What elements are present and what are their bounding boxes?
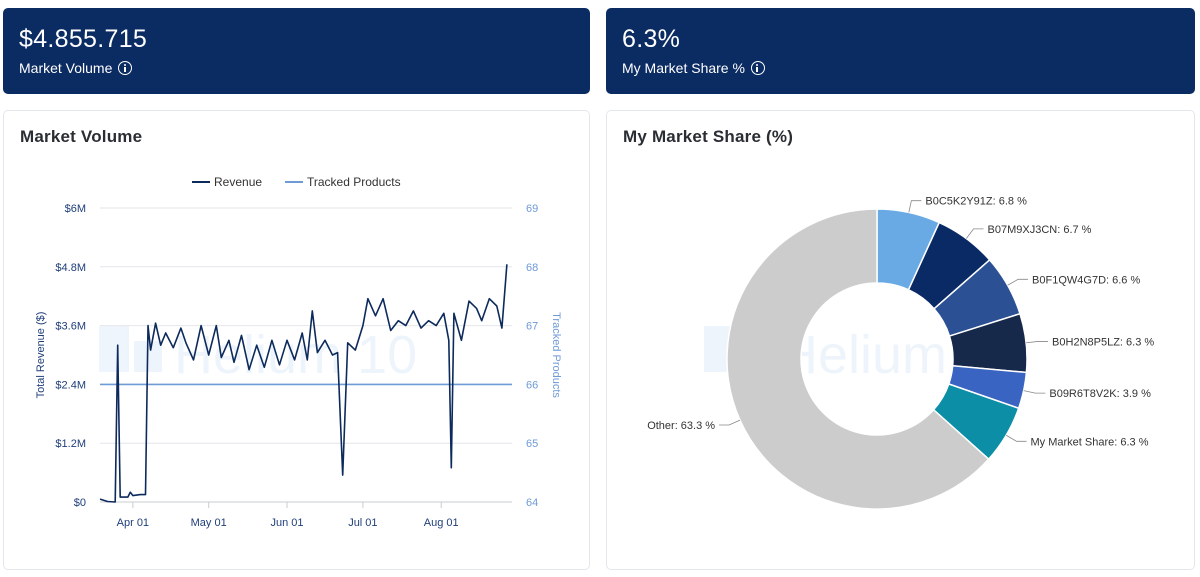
legend: Revenue Tracked Products [192,175,401,189]
watermark-logo-icon [99,326,129,372]
kpi-label: Market Volume [19,60,113,76]
pie-label: B07M9XJ3CN: 6.7 % [988,224,1092,236]
pie-label: Other: 63.3 % [647,420,715,432]
pie-label: B0C5K2Y91Z: 6.8 % [925,196,1027,208]
x-tick-label: May 01 [191,517,227,529]
y-tick-label: $4.8M [55,262,86,274]
market-share-card: My Market Share (%) Helium 10 B0C5K2Y91Z:… [606,110,1195,570]
pie-slice [726,208,990,510]
x-tick-label: Jun 01 [271,517,304,529]
y2-axis-title: Tracked Products [550,312,562,398]
pie-leader-line [1023,390,1046,394]
pie-label: B0H2N8P5LZ: 6.3 % [1052,336,1154,348]
market-volume-card: Market Volume Helium 10 $0 64 $1.2M 65 $2.4M 6… [3,110,590,570]
y-tick-label: $2.4M [55,379,86,391]
y2-tick-label: 67 [526,321,538,333]
pie-leader-line [1005,434,1027,442]
card-title: Market Volume [20,127,143,146]
series-line-revenue [99,264,508,503]
y2-tick-label: 68 [526,262,538,274]
kpi-market-share: 6.3% My Market Share % [606,8,1195,94]
kpi-label-row: My Market Share % [622,60,1179,76]
kpi-label-row: Market Volume [19,60,574,76]
y2-tick-label: 66 [526,379,538,391]
y2-tick-label: 64 [526,497,538,509]
legend-label-tracked-products: Tracked Products [307,175,401,189]
y-tick-label: $6M [65,203,86,215]
kpi-value: $4.855.715 [19,25,148,53]
pie-leader-line [1026,341,1049,344]
y-axis-title: Total Revenue ($) [35,312,47,399]
y2-tick-label: 65 [526,438,538,450]
legend-label-revenue: Revenue [214,175,262,189]
market-volume-chart: Helium 10$0 64$1.2M 65$2.4M 66$3.6M 67$4.8M 6… [35,175,562,529]
y-tick-label: $0 [74,497,86,509]
x-tick-label: Apr 01 [117,517,149,529]
y-tick-label: $1.2M [55,438,86,450]
pie-label: My Market Share: 6.3 % [1031,436,1149,448]
kpi-label: My Market Share % [622,60,745,76]
info-icon[interactable] [118,61,133,75]
y-tick-label: $3.6M [55,321,86,333]
x-tick-label: Jul 01 [348,517,377,529]
kpi-value: 6.3% [622,25,681,53]
y2-tick-label: 69 [526,203,538,215]
pie-leader-line [719,419,741,426]
info-icon[interactable] [750,61,765,75]
pie-leader-line [908,200,922,213]
pie-label: B0F1QW4G7D: 6.6 % [1032,274,1140,286]
pie-leader-line [1007,278,1029,286]
pie-leader-line [966,228,984,239]
pie-label: B09R6T8V2K: 3.9 % [1049,388,1151,400]
card-title: My Market Share (%) [623,127,794,146]
kpi-market-volume: $4.855.715 Market Volume [3,8,590,94]
x-tick-label: Aug 01 [424,517,459,529]
